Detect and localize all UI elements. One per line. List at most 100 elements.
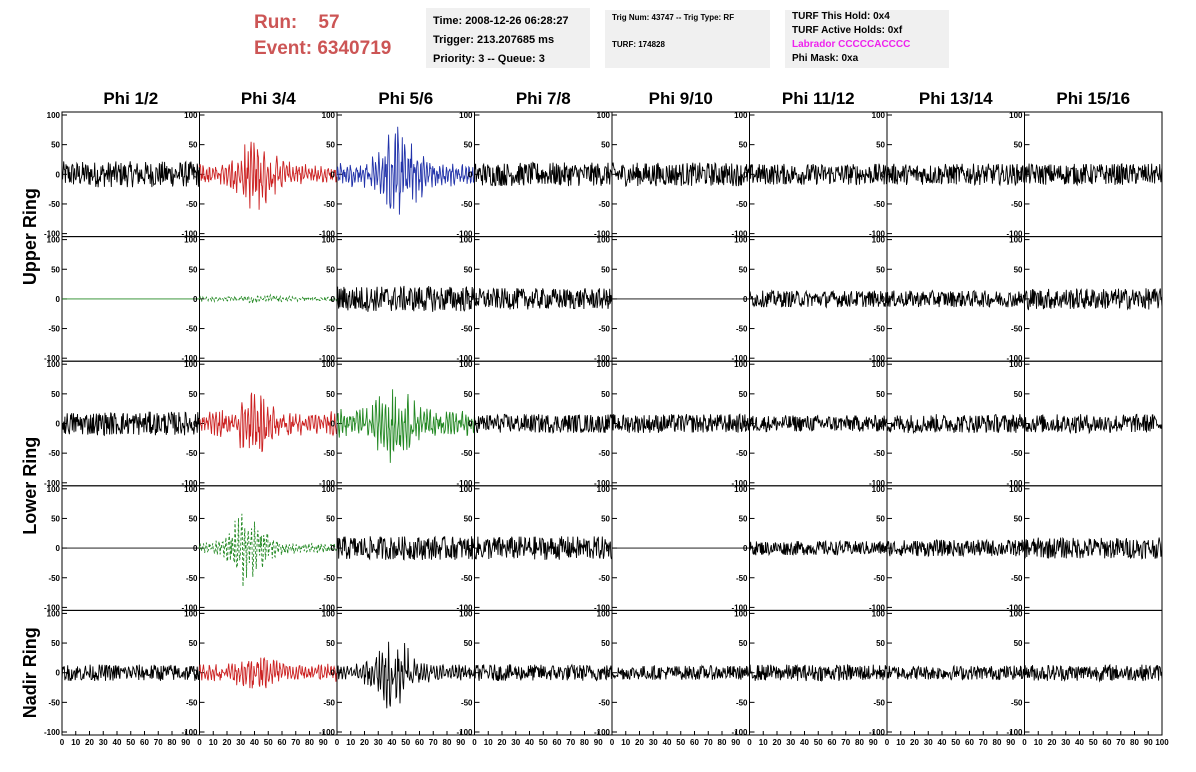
- y-tick-label: 0: [743, 170, 748, 179]
- x-tick-label: 30: [236, 738, 245, 747]
- column-header: Phi 1/2: [103, 89, 158, 108]
- y-tick-label: 0: [468, 295, 473, 304]
- waveform-trace: [749, 539, 888, 557]
- x-tick-label: 10: [346, 738, 355, 747]
- waveform-trace: [1024, 413, 1163, 435]
- time-text: Time: 2008-12-26 06:28:27: [433, 15, 569, 27]
- x-tick-label: 80: [718, 738, 727, 747]
- y-tick-label: 0: [606, 669, 611, 678]
- waveform-trace: [749, 163, 888, 186]
- x-tick-label: 50: [676, 738, 685, 747]
- y-tick-label: 0: [468, 669, 473, 678]
- y-tick-label: 50: [189, 390, 198, 399]
- x-tick-label: 60: [1103, 738, 1112, 747]
- y-tick-label: 50: [189, 141, 198, 150]
- y-tick-label: -50: [1011, 574, 1023, 583]
- y-tick-label: 100: [184, 236, 198, 245]
- y-tick-label: -50: [461, 200, 473, 209]
- x-tick-label: 20: [773, 738, 782, 747]
- x-tick-label: 80: [305, 738, 314, 747]
- x-tick-label: 30: [924, 738, 933, 747]
- y-tick-label: 50: [51, 141, 60, 150]
- y-tick-label: 50: [189, 514, 198, 523]
- column-header: Phi 9/10: [649, 89, 713, 108]
- x-tick-label: 40: [250, 738, 259, 747]
- y-tick-label: -100: [44, 728, 61, 737]
- y-tick-label: 50: [51, 265, 60, 274]
- waveform-trace: [1024, 163, 1163, 187]
- x-tick-label: 0: [1022, 738, 1027, 747]
- y-tick-label: 50: [51, 639, 60, 648]
- y-tick-label: -100: [1006, 479, 1023, 488]
- x-tick-label: 90: [1144, 738, 1153, 747]
- y-tick-label: -50: [323, 200, 335, 209]
- waveform-trace: [886, 414, 1025, 435]
- y-tick-label: -50: [873, 200, 885, 209]
- y-tick-label: -100: [456, 230, 473, 239]
- y-tick-label: 50: [739, 265, 748, 274]
- x-tick-label: 0: [197, 738, 202, 747]
- y-tick-label: 100: [734, 236, 748, 245]
- y-tick-label: -100: [731, 603, 748, 612]
- y-tick-label: 50: [876, 639, 885, 648]
- column-header: Phi 7/8: [516, 89, 571, 108]
- y-tick-label: -50: [1011, 698, 1023, 707]
- y-tick-label: -50: [461, 325, 473, 334]
- waveform-trace: [611, 161, 750, 187]
- event-value: 6340719: [317, 38, 392, 59]
- y-tick-label: 50: [1014, 265, 1023, 274]
- y-tick-label: 100: [597, 360, 611, 369]
- x-tick-label: 40: [1075, 738, 1084, 747]
- y-tick-label: -50: [186, 325, 198, 334]
- waveform-trace: [886, 289, 1025, 308]
- y-tick-label: -50: [186, 574, 198, 583]
- waveform-trace: [336, 641, 475, 709]
- y-tick-label: 0: [193, 544, 198, 553]
- x-tick-label: 60: [415, 738, 424, 747]
- x-tick-label: 10: [896, 738, 905, 747]
- y-tick-label: 0: [193, 295, 198, 304]
- x-tick-label: 20: [1048, 738, 1057, 747]
- y-tick-label: 50: [326, 390, 335, 399]
- x-tick-label: 80: [993, 738, 1002, 747]
- x-tick-label: 50: [1089, 738, 1098, 747]
- y-tick-label: -100: [456, 479, 473, 488]
- y-tick-label: 50: [51, 390, 60, 399]
- y-tick-label: -100: [456, 728, 473, 737]
- y-tick-label: -50: [1011, 449, 1023, 458]
- trig-num-text: Trig Num: 43747 -- Trig Type: RF: [612, 13, 735, 22]
- y-tick-label: -100: [869, 603, 886, 612]
- y-tick-label: 0: [606, 420, 611, 429]
- y-tick-label: -50: [736, 574, 748, 583]
- x-tick-label: 90: [1006, 738, 1015, 747]
- waveform-trace: [611, 664, 750, 681]
- y-tick-label: 100: [734, 485, 748, 494]
- y-tick-label: -100: [594, 230, 611, 239]
- x-tick-label: 70: [566, 738, 575, 747]
- y-tick-label: 50: [326, 265, 335, 274]
- y-tick-label: -100: [1006, 230, 1023, 239]
- y-tick-label: 100: [322, 485, 336, 494]
- y-tick-label: 0: [193, 420, 198, 429]
- y-tick-label: 100: [47, 360, 61, 369]
- ring-label: Nadir Ring: [20, 627, 40, 718]
- y-tick-label: -50: [598, 698, 610, 707]
- y-tick-label: 0: [1018, 420, 1023, 429]
- y-tick-label: 100: [322, 360, 336, 369]
- y-tick-label: 100: [459, 111, 473, 120]
- x-tick-label: 90: [731, 738, 740, 747]
- waveform-trace: [474, 287, 613, 310]
- y-tick-label: -50: [873, 574, 885, 583]
- y-tick-label: 100: [597, 485, 611, 494]
- x-tick-label: 90: [869, 738, 878, 747]
- y-tick-label: 100: [1009, 485, 1023, 494]
- y-tick-label: -100: [319, 230, 336, 239]
- ring-label: Lower Ring: [20, 437, 40, 535]
- y-tick-label: 100: [459, 485, 473, 494]
- waveform-trace: [199, 513, 338, 587]
- waveform-trace: [199, 141, 338, 210]
- x-tick-label: 60: [690, 738, 699, 747]
- y-tick-label: -50: [48, 325, 60, 334]
- x-tick-label: 50: [951, 738, 960, 747]
